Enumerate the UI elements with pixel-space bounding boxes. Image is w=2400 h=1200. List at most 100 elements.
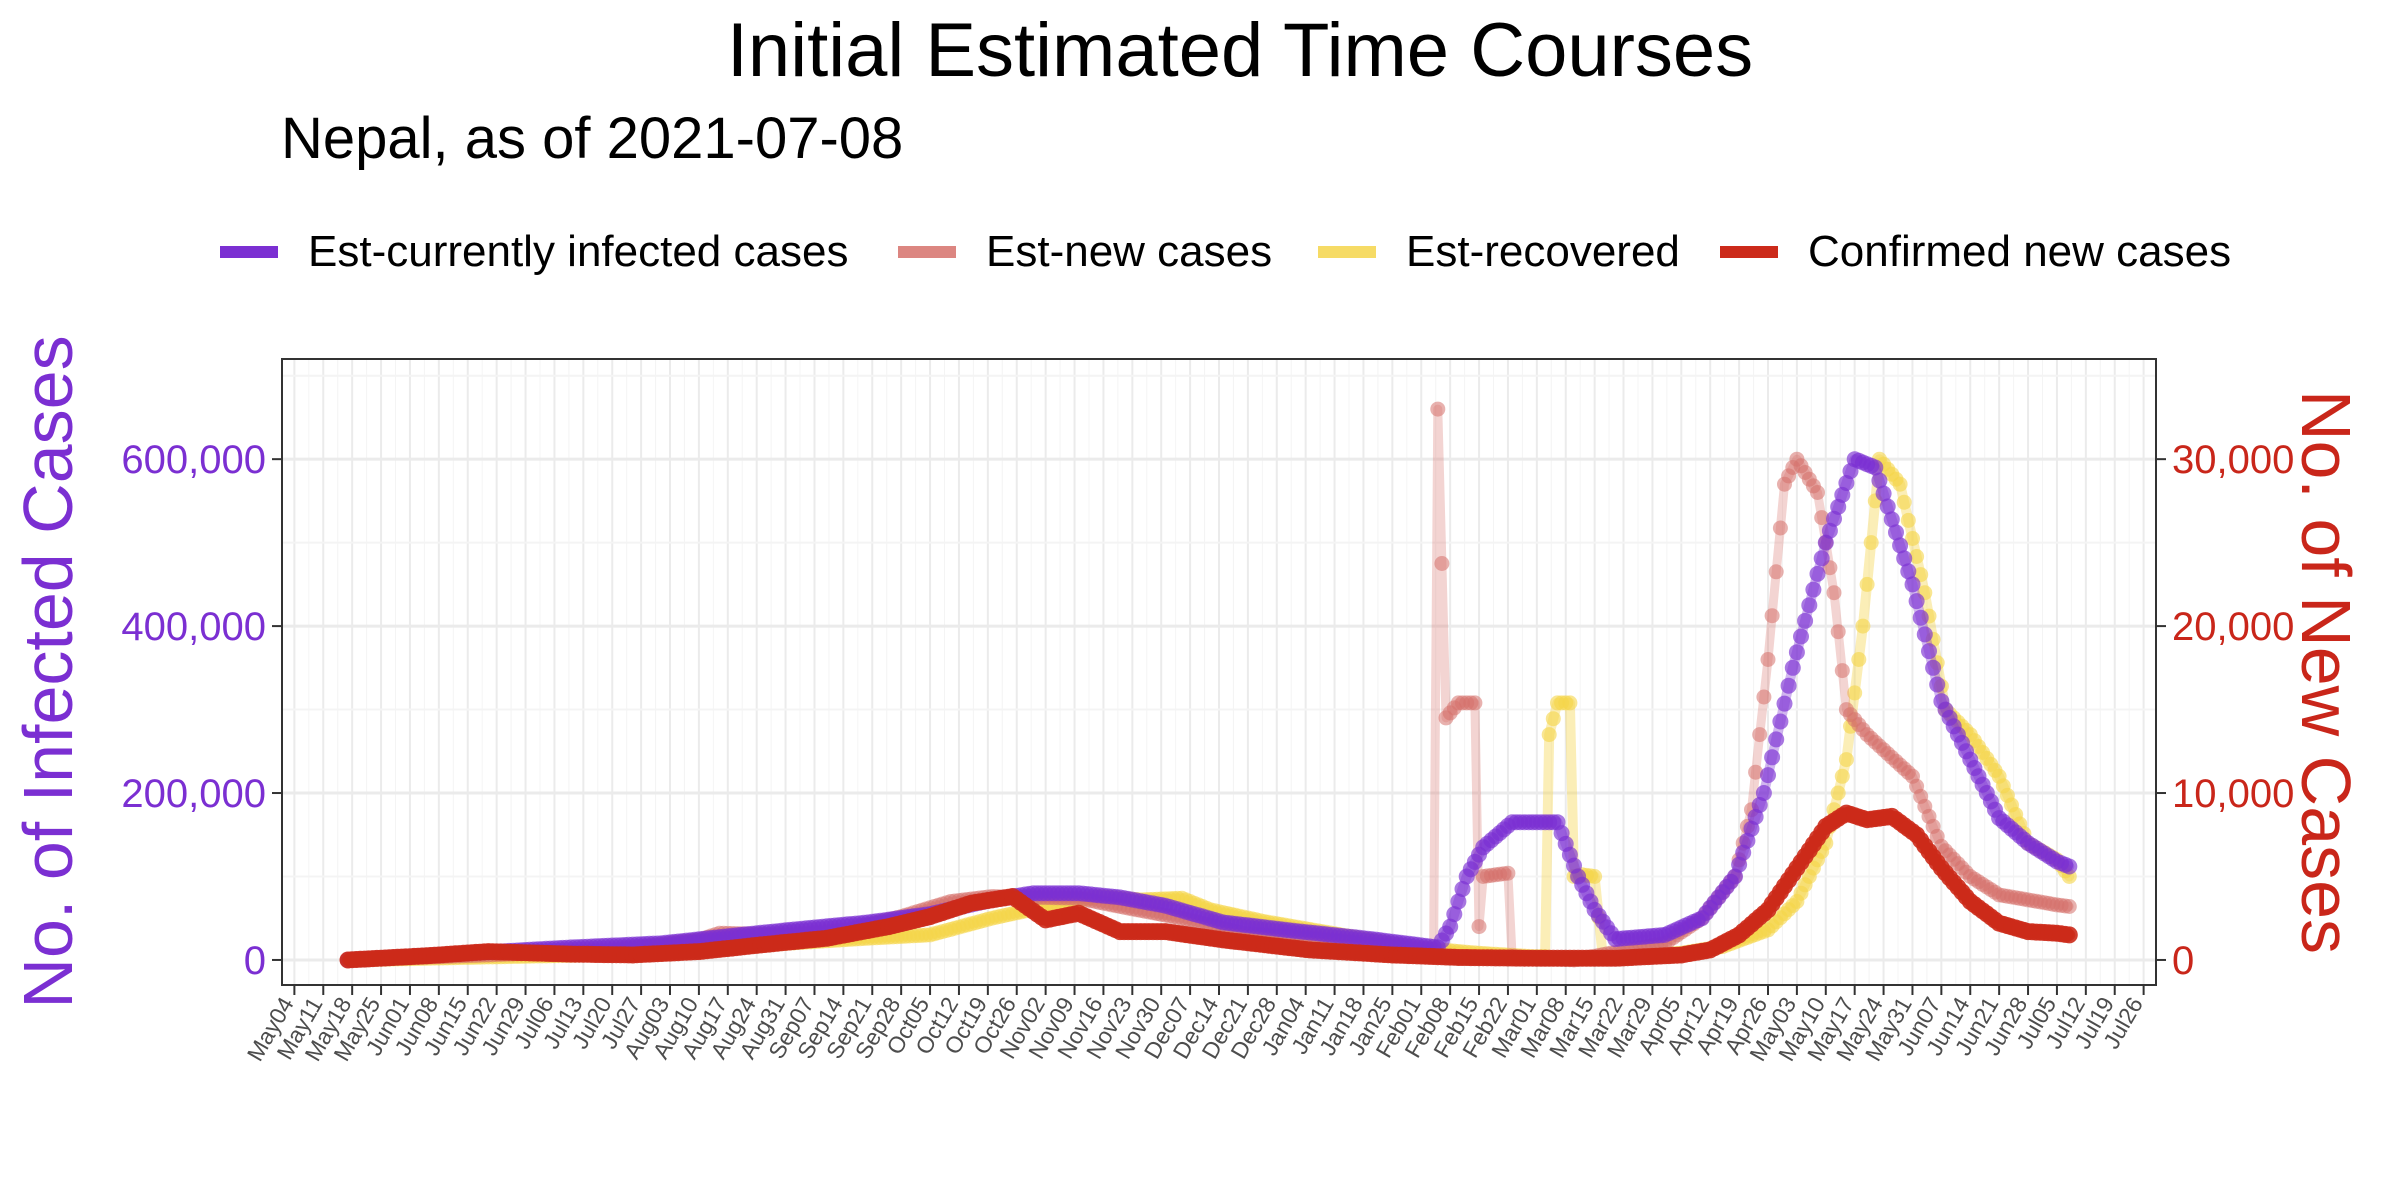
data-point — [1847, 685, 1863, 701]
data-point — [1764, 749, 1781, 766]
legend-item: Est-recovered — [1318, 227, 1680, 276]
data-point — [1905, 531, 1920, 546]
data-point — [1764, 608, 1780, 624]
left-tick-label: 400,000 — [121, 605, 266, 649]
data-point — [1545, 711, 1561, 727]
legend-swatch — [220, 246, 278, 258]
data-point — [1892, 537, 1909, 554]
data-point — [1810, 485, 1825, 500]
data-point — [1801, 597, 1818, 614]
data-point — [1875, 485, 1892, 502]
right-tick-label: 20,000 — [2172, 605, 2294, 649]
left-tick-label: 200,000 — [121, 772, 266, 816]
data-point — [1912, 609, 1929, 626]
data-point — [2061, 899, 2077, 914]
data-point — [1768, 564, 1784, 580]
data-point — [1867, 459, 1884, 476]
data-point — [1908, 593, 1925, 610]
data-point — [1805, 581, 1822, 598]
data-point — [1772, 520, 1788, 536]
data-point — [1793, 628, 1809, 645]
data-point — [1871, 472, 1888, 489]
data-point — [1760, 767, 1776, 784]
data-point — [1834, 663, 1850, 679]
data-point — [1916, 626, 1933, 643]
data-point — [1925, 659, 1942, 676]
data-point — [1838, 752, 1854, 768]
data-point — [1780, 677, 1797, 694]
data-point — [1851, 652, 1867, 667]
data-point — [1892, 476, 1908, 492]
data-point — [2060, 926, 2078, 944]
data-point — [1830, 624, 1846, 640]
data-point — [1834, 768, 1850, 784]
data-point — [1430, 401, 1446, 417]
data-point — [1813, 550, 1830, 567]
data-point — [1888, 524, 1904, 541]
left-tick-label: 0 — [244, 939, 266, 983]
legend-item: Est-currently infected cases — [220, 227, 848, 276]
data-point — [1830, 498, 1847, 515]
data-point — [1442, 918, 1459, 935]
right-tick-label: 0 — [2172, 939, 2194, 983]
data-point — [1752, 727, 1768, 743]
data-point — [1814, 510, 1830, 526]
right-tick-label: 10,000 — [2172, 772, 2294, 816]
right-tick-label: 30,000 — [2172, 438, 2294, 482]
data-point — [1446, 906, 1463, 923]
data-point — [1809, 565, 1826, 582]
data-point — [1863, 535, 1879, 551]
legend-item: Est-new cases — [898, 227, 1272, 276]
data-point — [1562, 695, 1578, 711]
legend-item: Confirmed new cases — [1720, 227, 2231, 276]
data-point — [1760, 652, 1776, 667]
data-point — [1434, 556, 1450, 571]
left-axis-title: No. of Infected Cases — [9, 335, 87, 1008]
data-point — [1900, 512, 1916, 528]
data-point — [1471, 919, 1487, 935]
legend-label: Confirmed new cases — [1808, 227, 2231, 276]
data-point — [1772, 713, 1789, 730]
legend-label: Est-currently infected cases — [308, 227, 848, 276]
data-point — [1879, 498, 1896, 515]
data-point — [1921, 643, 1937, 660]
legend-swatch — [1318, 246, 1376, 258]
right-axis-title: No. of New Cases — [2287, 390, 2365, 954]
series-layer — [339, 401, 2078, 969]
data-point — [1830, 785, 1846, 801]
data-point — [1909, 549, 1925, 564]
x-axis: May04May11May18May25Jun01Jun08Jun15Jun22… — [242, 985, 2148, 1065]
data-point — [1855, 618, 1871, 634]
data-point — [1768, 731, 1785, 748]
data-point — [1797, 612, 1814, 629]
right-axis: 0 10,000 20,000 30,000 — [2156, 438, 2294, 983]
data-point — [1883, 511, 1900, 528]
data-point — [1929, 676, 1946, 693]
series-confirmed-new-cases — [339, 804, 2078, 969]
chart-title: Initial Estimated Time Courses — [727, 8, 1753, 93]
data-point — [1788, 644, 1805, 661]
chart-legend: Est-currently infected cases Est-new case… — [220, 227, 2231, 276]
data-point — [1467, 695, 1483, 711]
legend-label: Est-new cases — [986, 227, 1272, 276]
data-point — [1826, 585, 1842, 601]
data-point — [1904, 576, 1921, 593]
data-point — [1751, 797, 1768, 813]
data-point — [1450, 893, 1467, 910]
data-point — [1500, 865, 1516, 881]
data-point — [1587, 869, 1603, 884]
data-point — [2061, 858, 2078, 875]
data-point — [1748, 764, 1764, 780]
data-point — [1731, 856, 1748, 873]
data-point — [1896, 550, 1913, 567]
data-point — [1756, 689, 1772, 705]
left-axis: 0 200,000 400,000 600,000 — [121, 438, 282, 983]
data-point — [1896, 494, 1912, 510]
left-tick-label: 600,000 — [121, 438, 266, 482]
data-point — [1776, 695, 1793, 712]
data-point — [1755, 785, 1772, 801]
data-point — [1541, 727, 1557, 743]
data-point — [1784, 659, 1801, 676]
data-point — [1454, 881, 1471, 897]
chart-subtitle: Nepal, as of 2021-07-08 — [281, 106, 903, 171]
